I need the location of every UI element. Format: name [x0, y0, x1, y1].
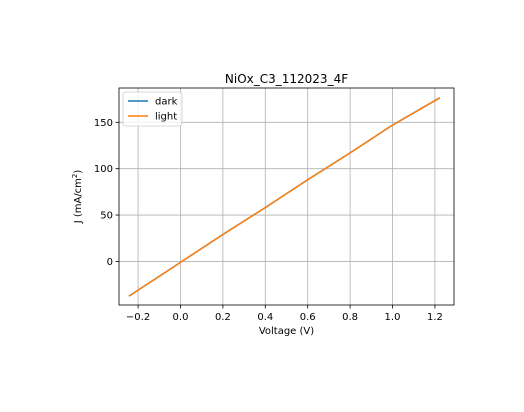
- y-axis-label-close: ): [73, 170, 84, 174]
- x-tick-label: 0.4: [257, 312, 273, 323]
- x-axis: −0.2 0.0 0.2 0.4 0.6 0.8 1.0 1.2: [126, 305, 443, 323]
- series-line-light: [128, 97, 441, 297]
- y-axis-label-main: J (mA/cm: [73, 178, 84, 224]
- x-tick-label: 0.2: [215, 312, 231, 323]
- y-tick-label: 0: [107, 257, 113, 268]
- y-tick-label: 50: [100, 211, 113, 222]
- legend: dark light: [122, 91, 183, 127]
- x-axis-label: Voltage (V): [259, 326, 314, 337]
- x-tick-label: −0.2: [126, 312, 150, 323]
- grid: [119, 88, 454, 305]
- x-tick-label: 0.8: [342, 312, 358, 323]
- y-axis-label-superscript: 2: [71, 174, 79, 178]
- legend-label-light: light: [155, 112, 177, 123]
- x-tick-label: 1.0: [385, 312, 401, 323]
- axes-spines: [118, 87, 455, 306]
- x-tick-label: 0.0: [173, 312, 189, 323]
- y-axis-label: J (mA/cm2): [71, 170, 84, 225]
- x-tick-label: 0.6: [300, 312, 316, 323]
- y-tick-label: 100: [94, 164, 113, 175]
- x-tick-label: 1.2: [427, 312, 443, 323]
- legend-label-dark: dark: [155, 97, 178, 108]
- y-tick-label: 150: [94, 118, 113, 129]
- chart-title: NiOx_C3_112023_4F: [225, 72, 348, 86]
- series-layer: [128, 97, 441, 297]
- y-axis: 0 50 100 150: [94, 118, 119, 268]
